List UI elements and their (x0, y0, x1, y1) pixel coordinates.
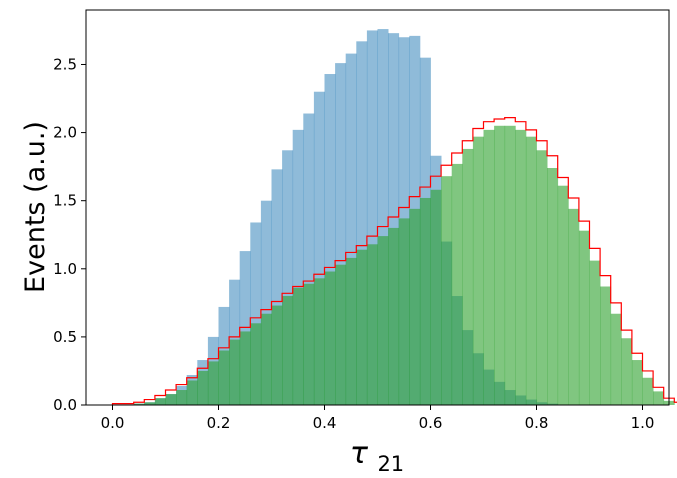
histogram-bar (409, 208, 421, 405)
step-outline (111, 117, 677, 405)
y-tick-label: 2.0 (53, 124, 77, 142)
histogram-bar (642, 377, 654, 405)
y-axis: 0.0 0.5 1.0 1.5 2.0 2.5 (53, 55, 86, 414)
x-axis: 0.0 0.2 0.4 0.6 0.8 1.0 (101, 405, 655, 432)
histogram-bar (578, 230, 590, 405)
histogram-bar (282, 296, 294, 405)
series-2 (111, 117, 677, 405)
histogram-bar (366, 244, 378, 405)
histogram-bar (229, 339, 241, 405)
histogram-bar (430, 189, 442, 405)
histogram-bar (462, 148, 474, 405)
histogram-bar (292, 129, 304, 406)
histogram-bar (313, 278, 325, 405)
histogram-bar (515, 129, 527, 406)
histogram-bar (335, 264, 347, 405)
histogram-bar (218, 350, 230, 405)
histogram-bar (377, 29, 389, 405)
y-tick-label: 0.5 (53, 328, 77, 346)
histogram-bar (356, 249, 368, 405)
histogram-bar (282, 150, 294, 405)
x-tick-label: 0.2 (207, 414, 231, 432)
y-tick-label: 1.5 (53, 192, 77, 210)
histogram-bar (441, 176, 453, 405)
histogram-bar (388, 227, 400, 405)
histogram-bar (653, 391, 665, 405)
histogram-bar (536, 150, 548, 405)
histogram-bar (133, 403, 145, 405)
histogram-bar (557, 185, 569, 405)
histogram-bar (525, 136, 537, 406)
histogram-bar (621, 338, 633, 405)
histogram-bar (356, 41, 368, 405)
histogram-bar (186, 380, 198, 405)
histogram-bar (568, 208, 580, 405)
histogram-bar (345, 257, 357, 405)
histogram-bar (600, 286, 612, 405)
histogram-bar (377, 236, 389, 405)
histogram-bar (207, 361, 219, 405)
x-tick-label: 1.0 (631, 414, 655, 432)
histogram-bar (631, 360, 643, 405)
plot-area (111, 29, 677, 406)
histogram-bar (610, 313, 622, 405)
histogram-bar (260, 200, 272, 405)
histogram-bar (271, 169, 283, 405)
x-tick-label: 0.4 (313, 414, 337, 432)
y-axis-label: Events (a.u.) (20, 121, 51, 293)
histogram-bar (324, 271, 336, 405)
y-tick-label: 1.0 (53, 260, 77, 278)
histogram-bar (366, 30, 378, 406)
histogram-bar (335, 63, 347, 406)
histogram-bar (197, 370, 209, 405)
x-tick-label: 0.8 (525, 414, 549, 432)
histogram-bar (165, 394, 177, 405)
histogram-bar (345, 53, 357, 406)
histogram-bar (303, 283, 315, 405)
x-axis-label-subscript: 21 (377, 452, 404, 476)
histogram-bar (547, 168, 559, 405)
histogram-bar (504, 125, 516, 405)
histogram-bar (472, 136, 484, 406)
y-tick-label: 0.0 (53, 396, 77, 414)
histogram-bar (260, 313, 272, 405)
histogram-bar (589, 260, 601, 405)
histogram-bar (303, 113, 315, 406)
histogram-bar (313, 91, 325, 405)
histogram-bar (176, 390, 188, 405)
histogram-bar (398, 218, 410, 405)
x-axis-label: τ 21 (350, 436, 404, 476)
x-tick-label: 0.6 (419, 414, 443, 432)
series-1 (133, 125, 675, 406)
histogram-bar (494, 125, 506, 405)
histogram-bar (144, 402, 156, 405)
histogram-bar (271, 305, 283, 405)
histogram-bar (239, 251, 251, 405)
x-tick-label: 0.0 (101, 414, 125, 432)
histogram-bar (154, 398, 166, 405)
x-axis-label-symbol: τ (350, 436, 369, 471)
histogram-bar (419, 197, 431, 405)
histogram-bar (451, 163, 463, 405)
histogram-bar (239, 331, 251, 405)
histogram-bar (483, 129, 495, 406)
histogram-bar (250, 323, 262, 405)
plot-frame (85, 9, 670, 406)
y-tick-label: 2.5 (53, 55, 77, 73)
histogram-bar (388, 33, 400, 405)
histogram-bar (250, 222, 262, 405)
histogram-bar (292, 287, 304, 405)
histogram-bar (324, 74, 336, 406)
